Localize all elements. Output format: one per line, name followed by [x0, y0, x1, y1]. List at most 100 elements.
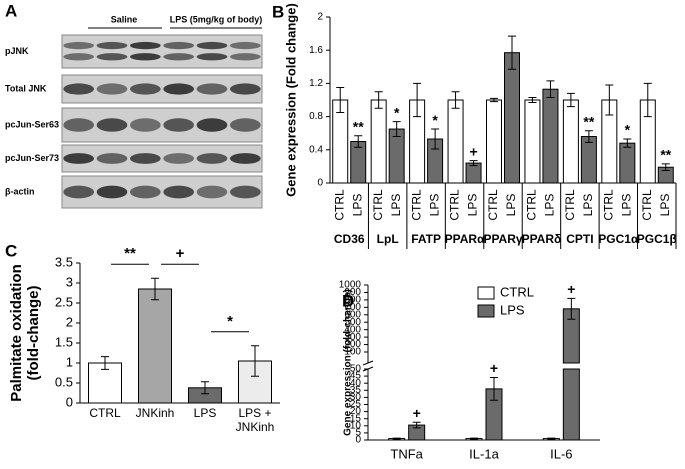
- bar: [486, 99, 502, 184]
- x-tick-label-box: JNKinh: [136, 407, 175, 420]
- bar-series-label: CTRL: [563, 189, 577, 221]
- blot-band: [96, 83, 128, 95]
- blot-band: [63, 83, 94, 95]
- x-tick-label: FATP: [411, 232, 441, 246]
- x-tick-label: IL-1a: [469, 446, 499, 461]
- x-tick-label: PPARα: [445, 232, 485, 246]
- error-bar: [490, 377, 498, 401]
- bar-series-label: LPS: [658, 194, 672, 217]
- error-bar: [431, 128, 440, 150]
- error-bar: [354, 135, 363, 148]
- panel-letter: A: [5, 1, 17, 20]
- blot-row-label: pJNK: [5, 46, 29, 56]
- blot-band: [130, 153, 161, 164]
- error-bar: [623, 138, 632, 148]
- panel-letter: D: [342, 291, 354, 310]
- blot-row-label: β-actin: [5, 186, 35, 196]
- x-tick-label: CD36: [334, 232, 365, 246]
- x-tick-label-box: CTRL: [89, 407, 120, 420]
- y-tick-label: 0: [66, 394, 73, 409]
- blot-band: [96, 41, 128, 50]
- blot-band: [230, 118, 261, 132]
- y-tick-label: 2.5: [55, 294, 73, 309]
- blot-panel: [61, 34, 263, 69]
- y-axis-label: Gene expression (fold-change): [343, 289, 354, 436]
- blot-band: [230, 53, 261, 61]
- legend-swatch: [477, 304, 495, 318]
- blot-band: [96, 153, 128, 164]
- bar-series-label: LPS: [427, 194, 441, 217]
- error-bar: [584, 130, 593, 143]
- significance-label: **: [353, 118, 364, 134]
- y-tick-label: 500: [344, 317, 361, 328]
- bar-series-label: CTRL: [525, 189, 539, 221]
- bar-series-label: CTRL: [371, 189, 385, 221]
- blot-panel: [61, 175, 263, 209]
- y-tick-label: 300: [344, 332, 361, 343]
- y-tick-label: 2: [317, 12, 323, 23]
- blot-band: [130, 83, 161, 95]
- panel-letter: C: [5, 241, 17, 260]
- y-tick-label: 600: [344, 309, 361, 320]
- blot-panel: [61, 107, 263, 143]
- x-tick-label: TNFa: [390, 446, 423, 461]
- panel-letter: B: [272, 2, 284, 21]
- bar: [370, 99, 387, 184]
- significance-label: +: [469, 143, 477, 159]
- y-tick-label: 5: [355, 428, 361, 439]
- x-tick-label: LpL: [377, 232, 399, 246]
- bar-series-label: CTRL: [640, 189, 654, 221]
- y-tick-label: 200: [344, 339, 361, 350]
- y-tick-label: 800: [344, 295, 361, 306]
- y-tick-label: 1.2: [309, 78, 323, 89]
- x-tick-label: IL-6: [550, 446, 572, 461]
- x-tick-label: PGC1α: [598, 232, 639, 246]
- error-bar: [251, 345, 259, 377]
- error-bar: [546, 80, 555, 99]
- blot-panel: [61, 74, 263, 104]
- y-tick-label: 35: [350, 385, 362, 396]
- y-tick-label: 700: [344, 302, 361, 313]
- blot-band: [63, 185, 94, 199]
- y-tick-label: 0.8: [309, 111, 323, 122]
- blot-band: [230, 41, 261, 50]
- y-tick-label: 45: [350, 371, 362, 382]
- bar-series-label: LPS: [581, 194, 595, 217]
- x-tick-label-box: LPS: [194, 407, 217, 420]
- error-bar: [490, 97, 498, 103]
- blot-band: [163, 118, 195, 132]
- blot-band: [163, 41, 195, 50]
- blot-band: [130, 185, 161, 199]
- y-tick-label: 3.5: [55, 254, 73, 269]
- x-tick-label: PGC1β: [637, 232, 677, 246]
- legend-label: LPS: [500, 302, 525, 317]
- y-tick-label: 10: [350, 420, 362, 431]
- x-tick-label: LPS + JNKinh: [235, 407, 275, 434]
- error-bar: [392, 437, 401, 440]
- bar: [562, 368, 580, 441]
- y-tick-label: 15: [350, 413, 362, 424]
- blot-band: [96, 185, 128, 199]
- bar: [138, 288, 172, 404]
- blot-band: [163, 83, 195, 95]
- y-axis-label: Palmitate oxidation (fold-change): [8, 264, 43, 402]
- y-tick-label: 3: [66, 274, 73, 289]
- axis-break: [362, 360, 374, 366]
- error-bar: [661, 163, 670, 172]
- bar-series-label: CTRL: [332, 189, 346, 221]
- blot-band: [163, 153, 195, 164]
- x-tick-label: PPARγ: [483, 232, 522, 246]
- blot-row-label: pcJun-Ser63: [5, 119, 59, 129]
- y-tick-label: 1.5: [55, 334, 73, 349]
- y-tick-label: 900: [344, 287, 361, 298]
- y-tick-label: 1000: [339, 280, 362, 291]
- blot-band: [196, 83, 228, 95]
- bar-series-label: LPS: [543, 194, 557, 217]
- blot-band: [196, 185, 228, 199]
- y-tick-label: 2: [66, 314, 73, 329]
- significance-label: +: [567, 281, 575, 297]
- error-bar: [469, 160, 478, 167]
- bracket-label: *: [227, 313, 233, 330]
- bar: [619, 142, 636, 184]
